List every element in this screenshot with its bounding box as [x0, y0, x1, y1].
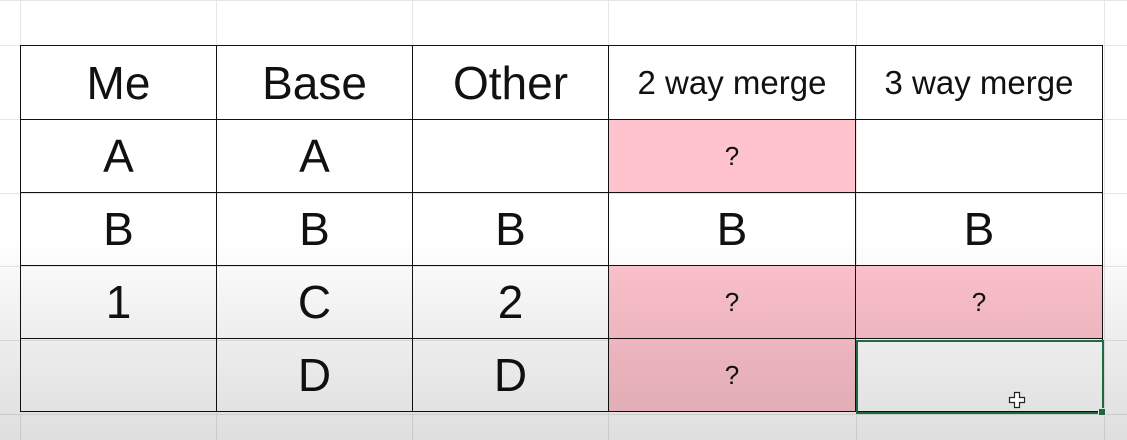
cell-me[interactable]: 1	[20, 265, 217, 339]
cell-other[interactable]: D	[412, 338, 609, 412]
table-row: B B B B B	[20, 192, 1103, 266]
cell-2-way-merge[interactable]: B	[608, 192, 856, 266]
cell-me[interactable]: B	[20, 192, 217, 266]
header-me[interactable]: Me	[20, 45, 217, 120]
cell-2-way-merge-conflict[interactable]: ?	[608, 338, 856, 412]
header-other[interactable]: Other	[412, 45, 609, 120]
cell-3-way-merge[interactable]	[855, 119, 1103, 193]
cell-other[interactable]	[412, 119, 609, 193]
cell-me[interactable]: A	[20, 119, 217, 193]
header-base[interactable]: Base	[216, 45, 413, 120]
cell-me[interactable]	[20, 338, 217, 412]
cell-other[interactable]: 2	[412, 265, 609, 339]
cell-3-way-merge[interactable]: B	[855, 192, 1103, 266]
cell-3-way-merge-conflict[interactable]: ?	[855, 265, 1103, 339]
cell-3-way-merge-selected[interactable]	[855, 338, 1103, 412]
cell-other[interactable]: B	[412, 192, 609, 266]
header-2-way-merge[interactable]: 2 way merge	[608, 45, 856, 120]
table-row: D D ?	[20, 338, 1103, 412]
cell-base[interactable]: B	[216, 192, 413, 266]
cell-2-way-merge-conflict[interactable]: ?	[608, 265, 856, 339]
cell-base[interactable]: C	[216, 265, 413, 339]
table-row: 1 C 2 ? ?	[20, 265, 1103, 339]
merge-comparison-table: Me Base Other 2 way merge 3 way merge A …	[20, 45, 1103, 412]
excel-plus-cursor-icon	[1008, 391, 1026, 409]
cell-base[interactable]: A	[216, 119, 413, 193]
header-row: Me Base Other 2 way merge 3 way merge	[20, 45, 1103, 120]
cell-base[interactable]: D	[216, 338, 413, 412]
header-3-way-merge[interactable]: 3 way merge	[855, 45, 1103, 120]
cell-2-way-merge-conflict[interactable]: ?	[608, 119, 856, 193]
table-row: A A ?	[20, 119, 1103, 193]
